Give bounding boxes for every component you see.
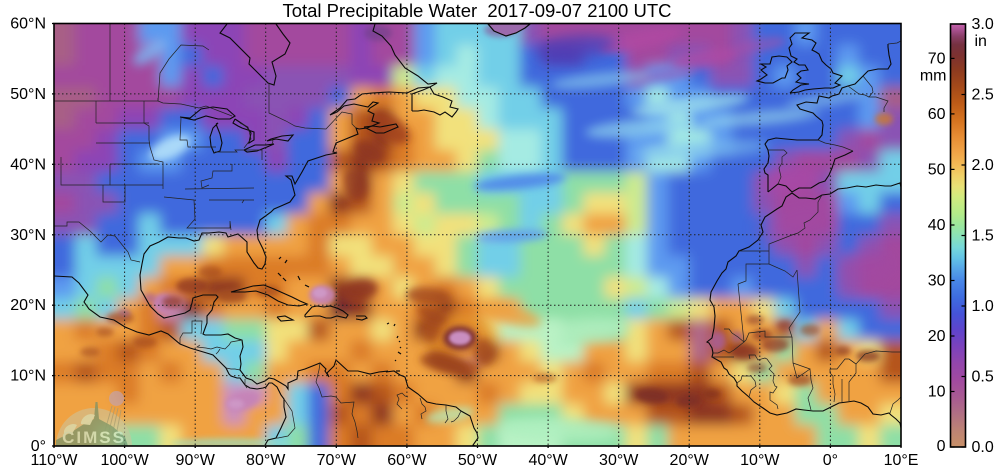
svg-text:in: in — [975, 33, 987, 50]
svg-text:100°W: 100°W — [100, 452, 149, 469]
svg-text:20°N: 20°N — [10, 297, 46, 314]
svg-text:50°W: 50°W — [458, 452, 498, 469]
svg-text:Total Precipitable Water 2017: Total Precipitable Water 2017-09-07 2100… — [282, 0, 671, 21]
svg-text:0.5: 0.5 — [972, 369, 994, 386]
svg-text:3.0: 3.0 — [972, 16, 994, 33]
svg-text:40: 40 — [928, 217, 946, 234]
svg-text:20°W: 20°W — [670, 452, 710, 469]
svg-text:10°N: 10°N — [10, 368, 46, 385]
svg-text:110°W: 110°W — [30, 452, 78, 469]
svg-text:60°W: 60°W — [387, 452, 427, 469]
svg-text:1.5: 1.5 — [972, 228, 994, 245]
svg-text:0: 0 — [937, 438, 946, 455]
svg-text:10: 10 — [928, 384, 946, 401]
svg-text:70: 70 — [928, 50, 946, 67]
svg-text:30: 30 — [928, 273, 946, 290]
svg-text:30°W: 30°W — [599, 452, 639, 469]
svg-text:0.0: 0.0 — [972, 439, 994, 456]
svg-text:20: 20 — [928, 328, 946, 345]
svg-text:0°: 0° — [31, 438, 46, 455]
svg-text:1.0: 1.0 — [972, 298, 994, 315]
svg-text:30°N: 30°N — [10, 227, 46, 244]
svg-text:50°N: 50°N — [10, 86, 46, 103]
svg-text:70°W: 70°W — [317, 452, 357, 469]
svg-text:2.5: 2.5 — [972, 87, 994, 104]
svg-text:90°W: 90°W — [176, 452, 216, 469]
svg-text:CIMSS: CIMSS — [62, 428, 126, 447]
svg-text:2.0: 2.0 — [972, 157, 994, 174]
svg-text:40°W: 40°W — [528, 452, 568, 469]
svg-text:mm: mm — [920, 67, 947, 84]
svg-text:40°N: 40°N — [10, 156, 46, 173]
svg-text:0°: 0° — [823, 452, 838, 469]
svg-text:60°N: 60°N — [10, 16, 46, 33]
svg-text:60: 60 — [928, 106, 946, 123]
svg-text:10°E: 10°E — [884, 452, 919, 469]
svg-text:50: 50 — [928, 161, 946, 178]
svg-text:10°W: 10°W — [740, 452, 780, 469]
svg-text:80°W: 80°W — [246, 452, 286, 469]
